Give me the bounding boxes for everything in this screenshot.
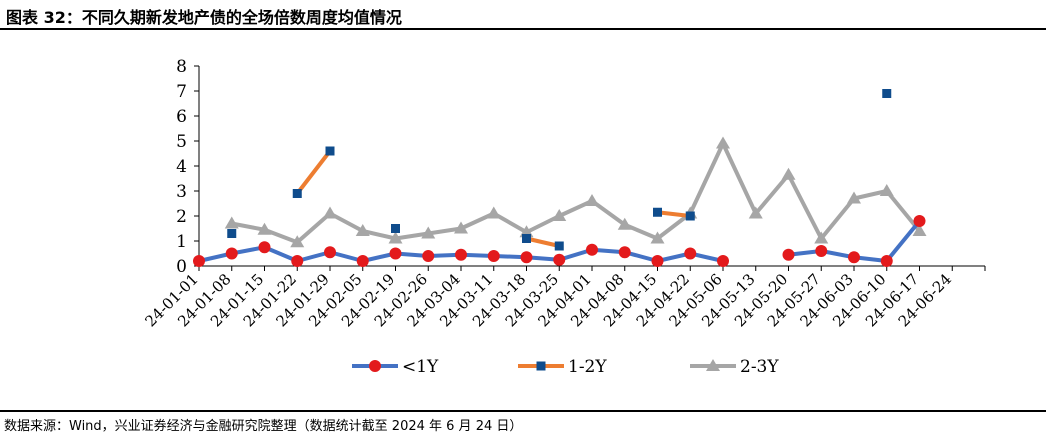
series-1-2y — [227, 89, 892, 251]
data-point — [536, 361, 546, 371]
data-point — [650, 231, 665, 244]
data-point — [291, 255, 304, 267]
data-point — [356, 255, 369, 267]
y-tick-label: 7 — [176, 82, 187, 102]
data-point — [292, 189, 302, 198]
data-point — [879, 184, 894, 196]
legend-label: <1Y — [402, 357, 439, 377]
data-point — [225, 247, 238, 260]
y-tick-label: 4 — [176, 157, 187, 177]
data-point — [369, 360, 381, 372]
data-point — [323, 206, 337, 219]
data-point — [554, 241, 564, 251]
data-point — [781, 167, 796, 180]
y-tick-label: 5 — [176, 132, 187, 152]
source-note: 数据来源：Wind，兴业证券经济与金融研究院整理（数据统计截至 2024 年 6… — [4, 419, 523, 434]
y-tick-label: 8 — [176, 57, 187, 77]
data-point — [258, 241, 271, 254]
y-tick-label: 3 — [176, 182, 187, 202]
data-point — [651, 255, 664, 267]
series-line — [526, 236, 560, 248]
data-point — [290, 235, 305, 248]
data-point — [653, 207, 662, 217]
y-tick-label: 0 — [176, 257, 187, 277]
data-point — [355, 224, 370, 236]
data-point — [618, 246, 631, 259]
data-point — [224, 216, 239, 229]
chart-series — [193, 89, 927, 267]
data-point — [586, 243, 598, 256]
y-tick-label: 2 — [176, 207, 187, 227]
data-point — [848, 251, 860, 264]
series-line — [295, 149, 332, 195]
data-point — [847, 191, 861, 204]
data-point — [815, 245, 828, 257]
data-point — [685, 211, 695, 221]
data-point — [454, 221, 468, 234]
chart-axes: 0 1 2 3 4 5 6 7 8 — [176, 57, 986, 277]
data-point — [388, 231, 403, 244]
data-point — [324, 246, 336, 259]
data-point — [706, 359, 720, 371]
x-tick-labels: 24-01-0124-01-0824-01-1524-01-2224-01-29… — [141, 270, 955, 330]
footer-bar: 数据来源：Wind，兴业证券经济与金融研究院整理（数据统计截至 2024 年 6… — [0, 410, 1046, 435]
data-point — [257, 222, 272, 235]
data-point — [882, 89, 892, 98]
legend-item: <1Y — [352, 357, 439, 377]
data-point — [422, 250, 435, 262]
data-point — [193, 255, 205, 267]
legend-item: 2-3Y — [690, 357, 779, 377]
data-point — [782, 248, 795, 261]
data-point — [880, 255, 893, 267]
data-point — [912, 224, 927, 236]
line-chart: 0 1 2 3 4 5 6 7 8 24-01-0124-01-0824-01-1524-01-… — [141, 57, 986, 377]
data-point — [455, 248, 467, 261]
title-bar: 图表 32：不同久期新发地产债的全场倍数周度均值情况 — [0, 0, 1046, 30]
data-point — [391, 224, 400, 233]
data-point — [522, 234, 531, 243]
legend-item: 1-2Y — [518, 357, 607, 377]
data-point — [486, 206, 501, 219]
data-point — [421, 226, 436, 239]
legend-label: 2-3Y — [740, 357, 779, 377]
data-point — [913, 215, 926, 227]
y-tick-label: 6 — [176, 107, 187, 127]
data-point — [748, 206, 763, 219]
data-point — [520, 251, 533, 264]
data-point — [716, 136, 730, 149]
data-point — [552, 209, 567, 221]
data-point — [389, 247, 402, 260]
series-line — [231, 141, 922, 245]
data-point — [814, 231, 829, 244]
data-point — [227, 229, 237, 238]
data-point — [717, 255, 729, 267]
data-point — [585, 194, 599, 206]
series-line — [657, 210, 691, 218]
data-point — [325, 146, 335, 156]
data-point — [617, 217, 632, 230]
data-point — [684, 247, 697, 260]
chart-legend: <1Y 1-2Y 2-3Y — [352, 357, 779, 377]
series-2-3y — [224, 136, 927, 248]
data-point — [553, 253, 566, 266]
series-lt1y — [193, 215, 926, 267]
y-tick-label: 1 — [176, 232, 187, 252]
figure-title: 图表 32：不同久期新发地产债的全场倍数周度均值情况 — [6, 8, 402, 27]
legend-label: 1-2Y — [568, 357, 607, 377]
data-point — [487, 250, 500, 262]
